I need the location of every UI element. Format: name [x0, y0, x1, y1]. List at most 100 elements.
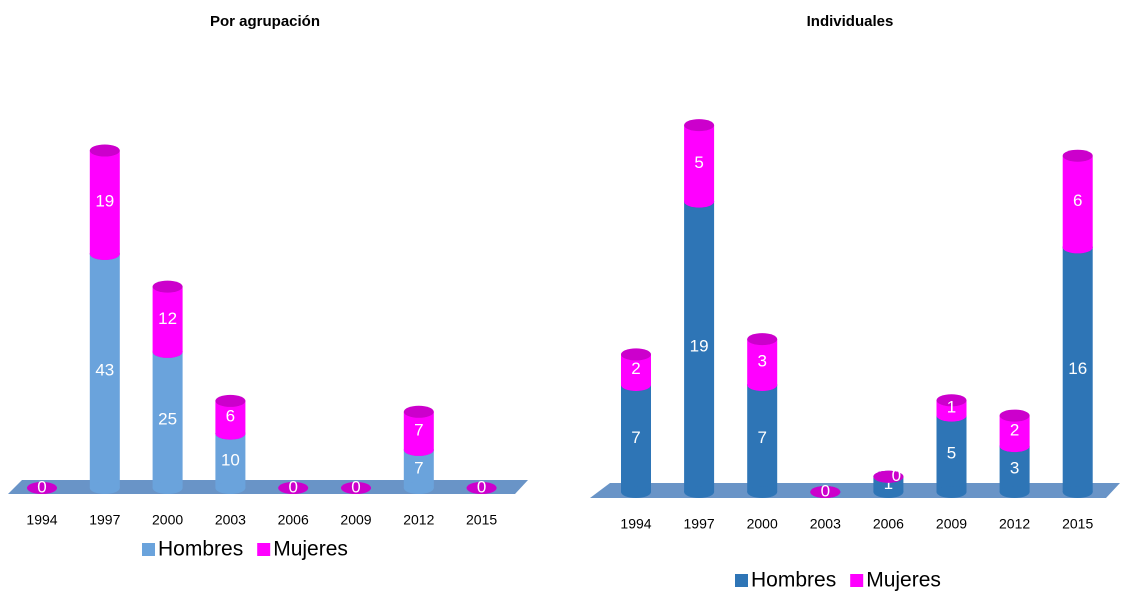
bar-bottom — [152, 482, 183, 494]
bar-top — [684, 119, 715, 132]
data-label: 7 — [414, 458, 423, 477]
legend-swatch — [257, 543, 271, 556]
legend-swatch — [142, 543, 155, 556]
bar-top — [873, 470, 904, 483]
data-label: 0 — [351, 477, 360, 496]
chart: Individuales 1994 7 2 1997 19 5 2000 7 3 2003 0 2006… — [590, 13, 1120, 592]
data-label: 19 — [690, 336, 709, 355]
x-tick-label: 1997 — [89, 512, 120, 528]
x-tick-label: 2000 — [152, 512, 183, 528]
data-label: 3 — [757, 352, 766, 371]
bar-top — [1062, 149, 1093, 162]
bar-segment — [999, 446, 1030, 492]
data-label: 19 — [95, 192, 114, 211]
bar-top — [466, 482, 497, 494]
chart-title: Individuales — [807, 13, 894, 30]
bar-segment — [1062, 247, 1093, 492]
data-label: 10 — [221, 450, 240, 469]
legend-swatch — [850, 574, 864, 587]
data-label: 0 — [37, 477, 46, 496]
data-label: 1 — [884, 474, 893, 493]
x-tick-label: 2003 — [215, 512, 246, 528]
bar-segment — [621, 385, 651, 492]
bar-bottom — [215, 482, 246, 494]
bar-segment — [747, 339, 778, 385]
bar-bottom — [936, 486, 967, 498]
bar-segment — [684, 125, 715, 202]
bar-bottom — [621, 486, 651, 498]
bar-top — [341, 482, 371, 494]
bar-top — [621, 348, 651, 361]
legend-label: Mujeres — [866, 569, 941, 592]
x-tick-label: 1997 — [684, 516, 715, 532]
bar-segment — [1062, 155, 1093, 248]
data-label: 0 — [821, 481, 830, 500]
x-tick-label: 2006 — [873, 516, 904, 532]
bar-bottom — [999, 440, 1030, 453]
data-label: 2 — [1010, 420, 1019, 439]
data-label: 5 — [947, 443, 956, 462]
x-tick-label: 2009 — [936, 516, 967, 532]
bar-segment — [152, 351, 183, 488]
data-label: 5 — [694, 153, 703, 172]
data-label: 6 — [226, 407, 235, 426]
bar-segment — [403, 449, 434, 488]
data-label: 7 — [414, 420, 423, 439]
bar-bottom — [215, 427, 246, 440]
bar-top — [403, 405, 434, 418]
bar-top — [747, 333, 778, 346]
bar-top — [152, 280, 183, 293]
floor — [590, 483, 1120, 498]
data-label: 0 — [477, 477, 486, 496]
bar-top — [27, 482, 57, 494]
x-tick-label: 1994 — [26, 512, 57, 528]
bar-bottom — [1062, 241, 1093, 254]
data-label: 25 — [158, 409, 177, 428]
chart: Por agrupación 1994 0 1997 43 19 2000 25 12 2003 1… — [8, 13, 528, 561]
data-label: 3 — [1010, 459, 1019, 478]
x-tick-label: 2012 — [403, 512, 434, 528]
legend-label: Mujeres — [273, 538, 348, 561]
x-tick-label: 1994 — [620, 516, 651, 532]
bar-top — [215, 394, 246, 407]
bar-top — [278, 482, 309, 494]
bar-bottom — [936, 409, 967, 422]
x-tick-label: 2015 — [1062, 516, 1093, 532]
bar-bottom — [747, 379, 778, 391]
x-tick-label: 2009 — [340, 512, 371, 528]
data-label: 43 — [95, 360, 114, 379]
legend-label: Hombres — [751, 569, 836, 592]
x-tick-label: 2012 — [999, 516, 1030, 532]
bar-top — [936, 394, 967, 407]
legend-label: Hombres — [158, 538, 243, 561]
x-tick-label: 2003 — [810, 516, 841, 532]
bar-top — [810, 486, 841, 498]
data-label: 1 — [947, 397, 956, 416]
bar-bottom — [684, 486, 715, 498]
bar-bottom — [999, 486, 1030, 498]
bar-segment — [215, 433, 246, 488]
bar-bottom — [621, 379, 651, 391]
bar-bottom — [152, 345, 183, 358]
bar-bottom — [89, 482, 120, 494]
data-label: 7 — [757, 428, 766, 447]
bar-segment — [89, 253, 120, 488]
bar-segment — [936, 415, 967, 492]
bar-bottom — [873, 486, 904, 498]
data-label: 0 — [288, 477, 297, 496]
bar-bottom — [89, 247, 120, 260]
bar-bottom — [403, 443, 434, 456]
bar-top — [89, 144, 120, 157]
bar-bottom — [1062, 486, 1093, 498]
legend-swatch — [735, 574, 748, 587]
x-tick-label: 2015 — [466, 512, 497, 528]
x-tick-label: 2000 — [747, 516, 778, 532]
bar-segment — [684, 201, 715, 493]
chart-title: Por agrupación — [210, 13, 320, 30]
bar-bottom — [684, 195, 715, 208]
bar-segment — [747, 385, 778, 492]
data-label: 7 — [631, 428, 640, 447]
data-label: 12 — [158, 309, 177, 328]
bar-bottom — [403, 482, 434, 494]
x-tick-label: 2006 — [278, 512, 309, 528]
